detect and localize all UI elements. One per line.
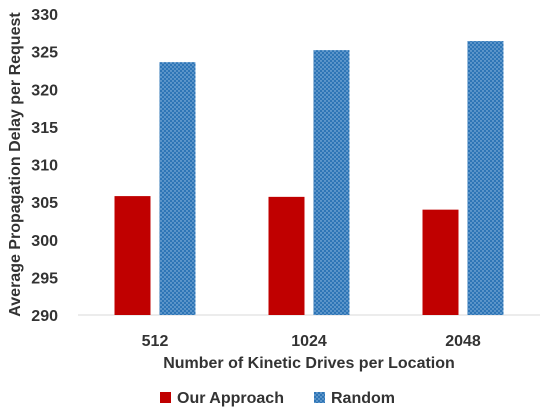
y-axis-ticks: 290 295 300 305 310 315 320 325 330 [31,7,58,325]
y-axis-title: Average Propagation Delay per Request [7,12,24,317]
x-axis-title: Number of Kinetic Drives per Location [163,355,455,372]
bar-our-approach-512 [114,196,151,315]
bars [114,41,504,316]
x-tick-label: 2048 [445,333,481,350]
y-tick-label: 325 [31,45,58,62]
y-tick-label: 315 [31,120,58,137]
legend-label: Random [331,390,395,407]
y-tick-label: 290 [31,308,58,325]
legend-swatch-random [314,392,325,403]
bar-our-approach-1024 [268,196,305,315]
x-tick-label: 1024 [291,333,327,350]
y-tick-label: 300 [31,233,58,250]
bar-random-512 [159,62,196,315]
y-tick-label: 320 [31,82,58,99]
legend: Our Approach Random [160,390,395,407]
legend-swatch-our-approach [160,392,171,403]
legend-label: Our Approach [177,390,284,407]
bar-our-approach-2048 [422,209,459,315]
bar-random-1024 [313,50,350,316]
x-tick-label: 512 [142,333,169,350]
y-tick-label: 295 [31,270,58,287]
y-tick-label: 305 [31,195,58,212]
y-tick-label: 330 [31,7,58,24]
y-tick-label: 310 [31,158,58,175]
x-axis-ticks: 512 1024 2048 [142,333,481,350]
bar-random-2048 [467,41,504,316]
